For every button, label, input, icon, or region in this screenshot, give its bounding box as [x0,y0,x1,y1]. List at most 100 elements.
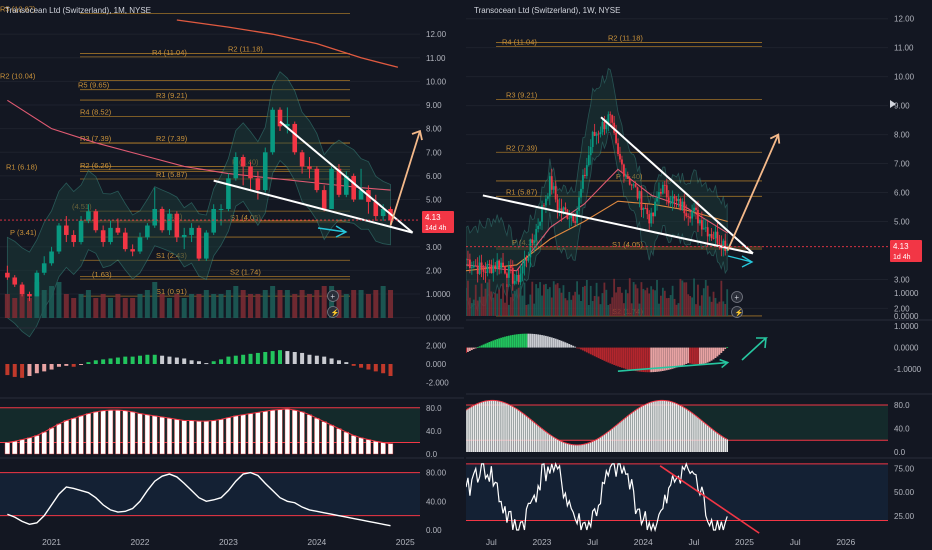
volume-bar [166,298,172,318]
stoch-axis-label: 40.00 [426,497,447,506]
volume-bar [693,278,695,316]
macd-histogram-bar [576,347,579,349]
volume-bar [513,290,516,316]
price-pane[interactable]: 12.00 11.00 10.00 9.00 8.00 7.00 6.00 5.00 3.00 2… [0,5,451,338]
macd-histogram-bar [679,347,682,367]
price-axis-label: 9.00 [426,101,442,110]
pivot-level-label: R1 (6.18) [6,163,38,172]
rsi-line [7,408,391,445]
candle-body [535,229,538,241]
candle-body [726,246,729,252]
rsi-bar [387,443,394,455]
candle-body [640,191,643,210]
scroll-right-icon[interactable] [890,100,896,108]
lightning-icon[interactable] [327,306,339,318]
macd-histogram-bar [525,333,528,348]
price-badge-countdown: 1d 4h [893,254,911,261]
volume-bar [468,297,471,316]
candle-body [576,210,579,223]
macd-axis-label: 0.0000 [894,344,919,353]
macd-histogram-bar [211,361,216,364]
monthly-chart-panel[interactable]: 12.00 11.00 10.00 9.00 8.00 7.00 6.00 5.00 3.00 2… [0,0,464,550]
macd-histogram-bar [255,352,260,364]
add-indicator-icon[interactable] [327,290,339,302]
macd-histogram-bar [344,362,349,364]
rsi-bar [603,434,606,452]
macd-histogram-bar [654,347,656,372]
candle-body [665,185,668,198]
volume-bar [642,288,645,316]
macd-histogram-bar [219,359,224,364]
rsi-bar [683,407,686,452]
candle-body [218,208,224,210]
price-axis-label: 0.0000 [426,314,451,323]
rsi-bar [122,410,128,455]
candle-body [619,154,621,160]
rsi-bar [494,400,497,452]
volume-bar [63,294,69,318]
pivot-level-label: R2 (10.04) [0,71,36,80]
long-sma-line [176,19,399,68]
macd-histogram-bar [665,347,668,371]
rsi-bar [722,437,725,452]
macd-histogram-bar [578,347,580,349]
candle-body [307,166,312,169]
stoch-pane[interactable]: 75.00 50.00 25.00 [466,461,915,534]
volume-bar [619,286,621,316]
rsi-bar [380,442,386,455]
settings-buttons[interactable]: + ⚡ [327,290,340,318]
macd-pane[interactable]: 1.0000 0.0000 -1.0000 [466,322,922,374]
rsi-pane[interactable]: 80.0 40.0 0.0 [466,399,910,457]
macd-pane[interactable]: 2.000 0.000 -2.000 [5,342,449,388]
volume-bar [585,279,588,316]
macd-histogram-bar [589,347,592,355]
price-badge-value: 4.13 [425,213,441,222]
volume-bar [490,291,493,316]
time-axis-label: 2024 [634,537,653,547]
stoch-pane[interactable]: 80.00 40.00 0.00 [0,469,447,535]
lightning-icon[interactable] [731,306,743,318]
candle-body [595,133,598,136]
rsi-bar [541,428,543,452]
rsi-bar [689,411,691,452]
price-pane[interactable]: 12.00 11.00 10.00 9.00 8.00 7.00 6.00 5.00 3.00 2… [466,15,919,321]
volume-bar [708,296,711,316]
rsi-bar [373,441,379,455]
rsi-bar [488,400,491,452]
candle-body [470,267,473,269]
macd-histogram-bar [722,347,725,352]
rsi-bar [240,414,246,455]
candle-body [601,121,604,133]
rsi-pane[interactable]: 80.0 40.0 0.0 [0,404,442,459]
settings-buttons[interactable]: + ⚡ [731,291,744,318]
macd-histogram-bar [307,354,312,364]
volume-bar [358,290,364,318]
rsi-bar [662,400,664,452]
candle-body [523,259,526,267]
rsi-bar [605,433,608,452]
add-indicator-icon[interactable] [731,291,743,303]
rsi-bar [472,405,475,452]
candle-body [537,225,540,230]
candle-body [679,198,682,211]
candle-body [108,227,113,243]
candle-body [667,197,670,204]
macd-histogram-bar [626,347,629,370]
candle-body [529,239,532,258]
candle-body [691,211,694,219]
volume-bar [578,294,580,316]
price-axis-label: 3.00 [894,275,910,284]
weekly-chart-panel[interactable]: 12.00 11.00 10.00 9.00 8.00 7.00 6.00 5.00 3.00 2… [466,0,932,550]
volume-bar [636,288,639,316]
volume-bar [189,294,195,318]
macd-histogram-bar [270,351,275,364]
macd-histogram-bar [196,361,201,364]
volume-bar [687,294,690,316]
volume-bar [582,286,584,316]
candle-body [699,220,701,224]
macd-histogram-bar [496,339,499,348]
rsi-bar [691,412,693,452]
macd-histogram-bar [322,356,327,364]
volume-bar [550,297,553,316]
macd-histogram-bar [56,364,61,367]
